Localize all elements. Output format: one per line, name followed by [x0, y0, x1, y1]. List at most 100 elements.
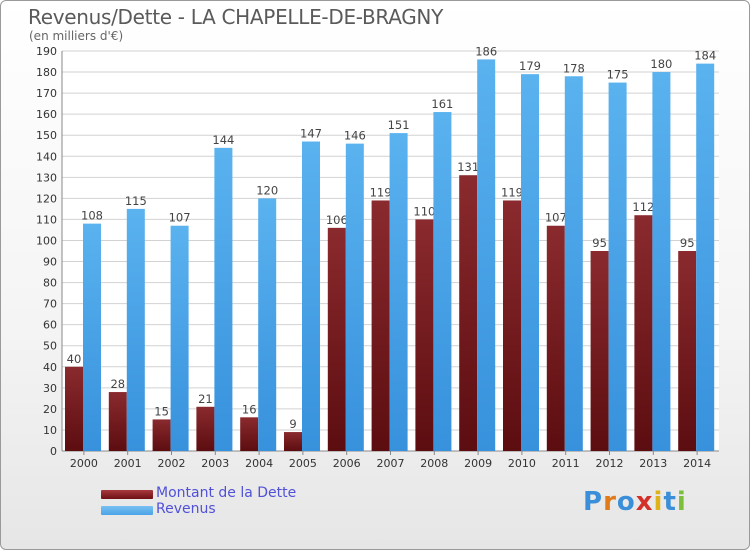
bar-dette — [284, 432, 302, 451]
data-label-revenus: 108 — [81, 209, 103, 223]
y-tick-label: 130 — [36, 171, 57, 184]
data-label-dette: 16 — [242, 402, 257, 416]
logo-letter: o — [616, 487, 636, 517]
data-label-dette: 15 — [154, 404, 169, 418]
data-label-dette: 40 — [67, 352, 82, 366]
y-tick-label: 140 — [36, 150, 57, 163]
x-tick-label: 2002 — [158, 457, 186, 470]
bar-dette — [108, 392, 127, 451]
bar-revenus — [696, 63, 715, 451]
x-tick-label: 2003 — [201, 457, 229, 470]
data-label-revenus: 179 — [519, 59, 541, 73]
y-tick-label: 170 — [36, 87, 57, 100]
data-label-revenus: 184 — [694, 49, 716, 63]
bar-revenus — [214, 147, 233, 451]
y-tick-label: 40 — [43, 361, 57, 374]
bar-dette — [152, 419, 171, 451]
data-label-dette: 112 — [632, 200, 654, 214]
bar-dette — [678, 251, 697, 451]
y-tick-label: 100 — [36, 234, 57, 247]
y-tick-label: 180 — [36, 66, 57, 79]
data-label-revenus: 120 — [256, 183, 278, 197]
bar-revenus — [258, 198, 277, 451]
x-tick-label: 2006 — [333, 457, 361, 470]
logo-letter: t — [663, 487, 677, 517]
logo-letter: i — [676, 487, 687, 517]
data-label-dette: 119 — [501, 185, 523, 199]
x-tick-label: 2001 — [114, 457, 142, 470]
data-label-revenus: 186 — [475, 44, 497, 58]
legend-swatch-revenus — [101, 506, 153, 515]
x-tick-label: 2013 — [639, 457, 667, 470]
y-tick-label: 150 — [36, 129, 57, 142]
y-tick-label: 0 — [50, 445, 57, 458]
bar-revenus — [345, 143, 364, 451]
bar-revenus — [83, 223, 101, 451]
data-label-revenus: 107 — [169, 211, 191, 225]
bar-revenus — [652, 72, 671, 451]
x-tick-label: 2009 — [464, 457, 492, 470]
data-label-revenus: 144 — [212, 133, 234, 147]
y-tick-label: 110 — [36, 213, 57, 226]
x-tick-label: 2008 — [420, 457, 448, 470]
bar-chart: 0 10 20 30 40 50 60 70 80 90 100 110 120 130 140 150 160… — [36, 44, 719, 470]
x-tick-label: 2010 — [508, 457, 536, 470]
logo-letter: r — [603, 487, 617, 517]
data-label-revenus: 175 — [607, 68, 629, 82]
x-tick-label: 2014 — [683, 457, 711, 470]
x-tick-label: 2004 — [245, 457, 273, 470]
data-label-dette: 106 — [326, 213, 348, 227]
logo-letter: i — [653, 487, 664, 517]
chart-title: Revenus/Dette - LA CHAPELLE-DE-BRAGNY — [28, 5, 443, 29]
data-label-revenus: 146 — [344, 129, 366, 143]
bar-revenus — [564, 76, 583, 452]
y-tick-label: 70 — [43, 298, 57, 311]
bar-dette — [503, 200, 521, 451]
y-tick-label: 10 — [43, 424, 57, 437]
x-tick-label: 2005 — [289, 457, 317, 470]
data-label-dette: 9 — [289, 417, 296, 431]
bar-revenus — [126, 208, 145, 451]
data-label-dette: 95 — [680, 236, 695, 250]
bar-dette — [65, 366, 83, 451]
data-label-dette: 95 — [592, 236, 607, 250]
bar-dette — [546, 225, 565, 451]
data-label-revenus: 151 — [388, 118, 410, 132]
data-label-revenus: 178 — [563, 61, 585, 75]
legend-label-revenus: Revenus — [156, 501, 216, 517]
bar-dette — [634, 215, 653, 451]
y-tick-label: 190 — [36, 45, 57, 58]
logo-letter: x — [635, 487, 654, 517]
data-label-revenus: 180 — [650, 57, 672, 71]
y-tick-label: 80 — [43, 277, 57, 290]
y-tick-label: 90 — [43, 256, 57, 269]
bar-revenus — [302, 141, 320, 452]
chart-subtitle: (en milliers d'€) — [29, 29, 124, 43]
bar-dette — [371, 200, 390, 451]
x-tick-label: 2000 — [70, 457, 98, 470]
y-tick-label: 50 — [43, 340, 57, 353]
proxiti-logo: Proxiti — [583, 487, 687, 517]
bar-dette — [415, 219, 434, 451]
bar-revenus — [170, 225, 189, 451]
data-label-dette: 107 — [545, 211, 567, 225]
y-tick-label: 120 — [36, 192, 57, 205]
y-tick-label: 20 — [43, 403, 57, 416]
x-tick-label: 2012 — [596, 457, 624, 470]
data-label-revenus: 161 — [431, 97, 453, 111]
bar-dette — [240, 417, 259, 451]
bar-dette — [590, 251, 609, 451]
x-tick-label: 2011 — [552, 457, 580, 470]
bar-dette — [327, 227, 346, 451]
data-label-dette: 21 — [198, 392, 213, 406]
data-label-dette: 110 — [413, 204, 435, 218]
bar-revenus — [389, 133, 408, 451]
bar-dette — [196, 406, 215, 451]
y-tick-label: 60 — [43, 319, 57, 332]
bar-dette — [459, 175, 478, 452]
bar-revenus — [477, 59, 496, 451]
data-label-revenus: 147 — [300, 127, 322, 141]
y-tick-label: 160 — [36, 108, 57, 121]
logo-letter: P — [583, 487, 604, 517]
data-label-dette: 131 — [457, 160, 479, 174]
